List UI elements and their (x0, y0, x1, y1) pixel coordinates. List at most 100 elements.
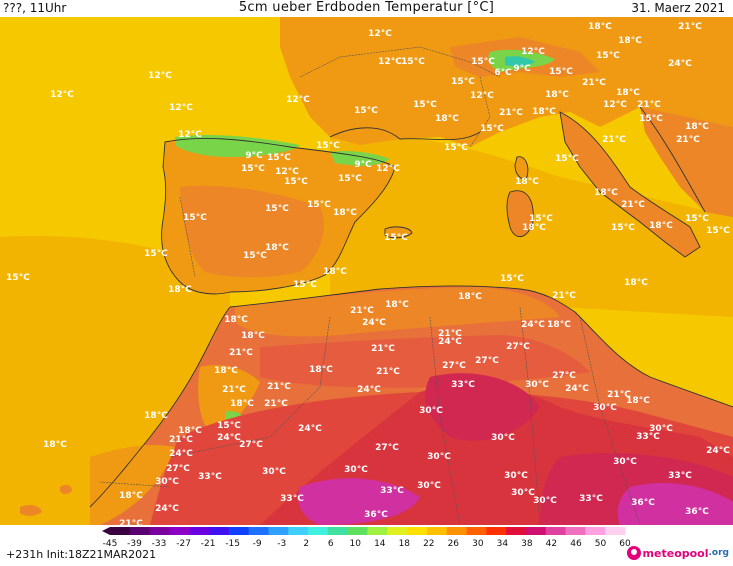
temperature-label: 21°C (371, 344, 395, 354)
temperature-label: 21°C (229, 348, 253, 358)
legend-swatch (248, 527, 269, 535)
temperature-label: 12°C (148, 71, 172, 81)
temperature-label: 30°C (419, 406, 443, 416)
temperature-label: 27°C (506, 342, 530, 352)
temperature-label: 15°C (500, 274, 524, 284)
land-canary-east (60, 484, 72, 494)
temperature-label: 30°C (649, 424, 673, 434)
temperature-label: 15°C (639, 114, 663, 124)
brand-logo[interactable]: meteopool .org (626, 546, 729, 560)
temperature-label: 15°C (316, 141, 340, 151)
temperature-label: 12°C (178, 130, 202, 140)
temperature-label: 30°C (417, 481, 441, 491)
temperature-label: 30°C (155, 477, 179, 487)
land-balearics (385, 226, 412, 238)
temperature-label: 18°C (649, 221, 673, 231)
temperature-label: 15°C (401, 57, 425, 67)
forecast-time: ???, 11Uhr (3, 1, 67, 15)
temperature-label: 24°C (565, 384, 589, 394)
temperature-label: 18°C (616, 88, 640, 98)
legend-tick-label: 30 (472, 539, 484, 549)
forecast-date: 31. Maerz 2021 (631, 1, 725, 15)
temperature-label: 12°C (368, 29, 392, 39)
temperature-label: 18°C (458, 292, 482, 302)
temperature-label: 18°C (515, 177, 539, 187)
temperature-label: 27°C (442, 361, 466, 371)
temperature-map: 18°C 21°C 12°C 18°C 12°C 15°C 12°C 15°C 15°C 24°C… (0, 17, 733, 525)
legend-tick-label: 42 (546, 539, 557, 549)
temperature-label: 18°C (626, 396, 650, 406)
coast-cool-west (90, 445, 175, 525)
temperature-label: 12°C (169, 103, 193, 113)
legend-tick-label: 46 (570, 539, 582, 549)
temperature-label: 21°C (350, 306, 374, 316)
temperature-label: 21°C (376, 367, 400, 377)
iberia-warm (180, 185, 324, 278)
legend-swatch (149, 527, 170, 535)
temperature-label: 18°C (385, 300, 409, 310)
temperature-label: 33°C (668, 471, 692, 481)
africa-coast-band (235, 287, 560, 337)
temperature-label: 36°C (685, 507, 709, 517)
temperature-label: 15°C (217, 421, 241, 431)
legend-swatch (169, 527, 190, 535)
legend-swatch (525, 527, 547, 535)
temperature-label: 15°C (444, 143, 468, 153)
temperature-label: 15°C (183, 213, 207, 223)
temperature-label: 15°C (6, 273, 30, 283)
legend-swatch (486, 527, 507, 535)
temperature-label: 12°C (50, 90, 74, 100)
temperature-label: 24°C (155, 504, 179, 514)
temperature-label: 33°C (380, 486, 404, 496)
temperature-label: 24°C (668, 59, 692, 69)
temperature-label: 18°C (265, 243, 289, 253)
temperature-label: 27°C (166, 464, 190, 474)
temperature-label: 18°C (685, 122, 709, 132)
legend-swatch (129, 527, 151, 535)
temperature-label: 24°C (217, 433, 241, 443)
temperature-label: 30°C (613, 457, 637, 467)
legend-tick-label: -9 (253, 539, 262, 549)
temperature-label: 15°C (596, 51, 620, 61)
temperature-label: 27°C (475, 356, 499, 366)
legend-ticks: -45 -39 -33 -27 -21 -15 -9 -3 2 6 10 14 18 22 26 30 34 38… (103, 539, 631, 549)
legend-swatch (466, 527, 487, 535)
temperature-label: 9°C (245, 151, 263, 161)
temperature-label: 12°C (275, 167, 299, 177)
color-legend: -45 -39 -33 -27 -21 -15 -9 -3 2 6 10 14 18 22 26 30 34 38… (0, 525, 733, 566)
temperature-label: 18°C (178, 426, 202, 436)
legend-swatch (327, 527, 349, 535)
legend-swatch (288, 527, 309, 535)
temperature-label: 18°C (333, 208, 357, 218)
temperature-label: 21°C (169, 435, 193, 445)
atlas-cooler (198, 365, 260, 437)
legend-arrow-low (102, 527, 110, 535)
africa-hot-33 (425, 373, 540, 441)
temperature-label: 18°C (168, 285, 192, 295)
temperature-label: 12°C (376, 164, 400, 174)
legend-swatch (605, 527, 626, 535)
temperature-label: 24°C (357, 385, 381, 395)
temperature-label: 24°C (438, 337, 462, 347)
temperature-label: 12°C (286, 95, 310, 105)
temperature-label: 36°C (364, 510, 388, 520)
temperature-label: 15°C (480, 124, 504, 134)
legend-swatch (189, 527, 210, 535)
temperature-label: 15°C (267, 153, 291, 163)
temperature-label: 9°C (513, 64, 531, 74)
temperature-label: 30°C (262, 467, 286, 477)
land-europe-north (280, 17, 733, 147)
legend-tick-label: 60 (619, 539, 631, 549)
temperature-label: 15°C (144, 249, 168, 259)
temperature-label: 18°C (214, 366, 238, 376)
temperature-label: 18°C (545, 90, 569, 100)
temperature-label: 21°C (678, 22, 702, 32)
temperature-label: 9°C (354, 160, 372, 170)
legend-tick-label: 2 (303, 539, 309, 549)
legend-tick-label: -45 (103, 539, 118, 549)
legend-tick-label: 26 (448, 539, 460, 549)
legend-swatch (446, 527, 468, 535)
coastlines (89, 106, 733, 508)
temperature-labels: 18°C 21°C12°C18°C12°C 15°C12°C 15°C 15°C 24°C… (6, 22, 730, 525)
temperature-label: 36°C (631, 498, 655, 508)
